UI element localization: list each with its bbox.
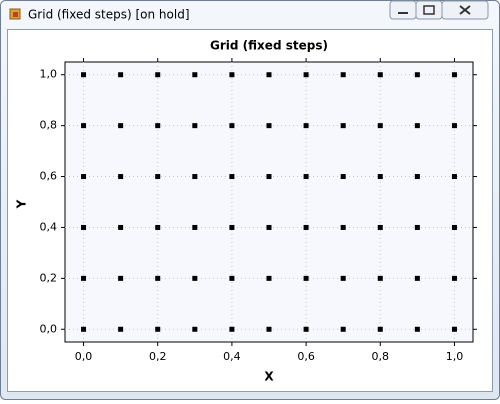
point <box>192 326 198 332</box>
point <box>451 275 457 281</box>
y-tick-label: 0,0 <box>40 322 58 335</box>
x-tick-label: 0,8 <box>372 350 390 363</box>
point <box>155 224 161 230</box>
point <box>451 174 457 180</box>
close-icon <box>459 5 471 15</box>
point <box>266 72 272 78</box>
point <box>303 123 309 129</box>
point <box>192 72 198 78</box>
point <box>118 123 124 129</box>
point <box>377 326 383 332</box>
point <box>266 123 272 129</box>
point <box>451 224 457 230</box>
point <box>118 224 124 230</box>
point <box>414 174 420 180</box>
point <box>340 326 346 332</box>
point <box>118 72 124 78</box>
point <box>414 72 420 78</box>
point <box>155 123 161 129</box>
point <box>229 326 235 332</box>
point <box>377 72 383 78</box>
point <box>155 72 161 78</box>
point <box>229 123 235 129</box>
point <box>414 326 420 332</box>
point <box>81 224 87 230</box>
point <box>377 224 383 230</box>
maximize-button[interactable] <box>415 0 443 20</box>
point <box>192 224 198 230</box>
point <box>81 72 87 78</box>
y-axis-label: Y <box>15 199 29 209</box>
point <box>266 224 272 230</box>
y-tick-label: 1,0 <box>40 68 58 81</box>
window-title: Grid (fixed steps) [on hold] <box>28 8 190 22</box>
point <box>414 275 420 281</box>
point <box>229 224 235 230</box>
x-tick-label: 0,4 <box>223 350 241 363</box>
point <box>266 174 272 180</box>
point <box>451 123 457 129</box>
point <box>414 224 420 230</box>
x-tick-label: 1,0 <box>446 350 464 363</box>
point <box>340 72 346 78</box>
point <box>118 174 124 180</box>
point <box>451 72 457 78</box>
point <box>155 275 161 281</box>
point <box>303 224 309 230</box>
plot-area <box>64 61 474 343</box>
minimize-button[interactable] <box>389 0 417 20</box>
point <box>303 326 309 332</box>
point <box>192 174 198 180</box>
point <box>118 275 124 281</box>
y-tick-label: 0,2 <box>40 271 58 284</box>
chart-title: Grid (fixed steps) <box>210 39 328 53</box>
point <box>377 123 383 129</box>
point <box>192 123 198 129</box>
point <box>340 224 346 230</box>
maximize-icon <box>423 5 435 15</box>
point <box>340 174 346 180</box>
point <box>303 275 309 281</box>
point <box>377 275 383 281</box>
point <box>81 123 87 129</box>
point <box>229 275 235 281</box>
point <box>266 326 272 332</box>
point <box>266 275 272 281</box>
point <box>81 174 87 180</box>
point <box>303 174 309 180</box>
y-tick-label: 0,8 <box>40 119 58 132</box>
point <box>81 275 87 281</box>
x-tick-label: 0,2 <box>149 350 167 363</box>
point <box>192 275 198 281</box>
point <box>81 326 87 332</box>
point <box>155 174 161 180</box>
x-tick-label: 0,0 <box>75 350 93 363</box>
point <box>451 326 457 332</box>
y-tick-label: 0,6 <box>40 170 58 183</box>
x-tick-label: 0,6 <box>297 350 315 363</box>
point <box>340 123 346 129</box>
point <box>303 72 309 78</box>
window-icon-inner <box>13 12 18 17</box>
point <box>155 326 161 332</box>
point <box>377 174 383 180</box>
y-tick-label: 0,4 <box>40 220 58 233</box>
x-axis-label: X <box>264 370 274 384</box>
point <box>229 174 235 180</box>
point <box>340 275 346 281</box>
point <box>229 72 235 78</box>
point <box>414 123 420 129</box>
point <box>118 326 124 332</box>
